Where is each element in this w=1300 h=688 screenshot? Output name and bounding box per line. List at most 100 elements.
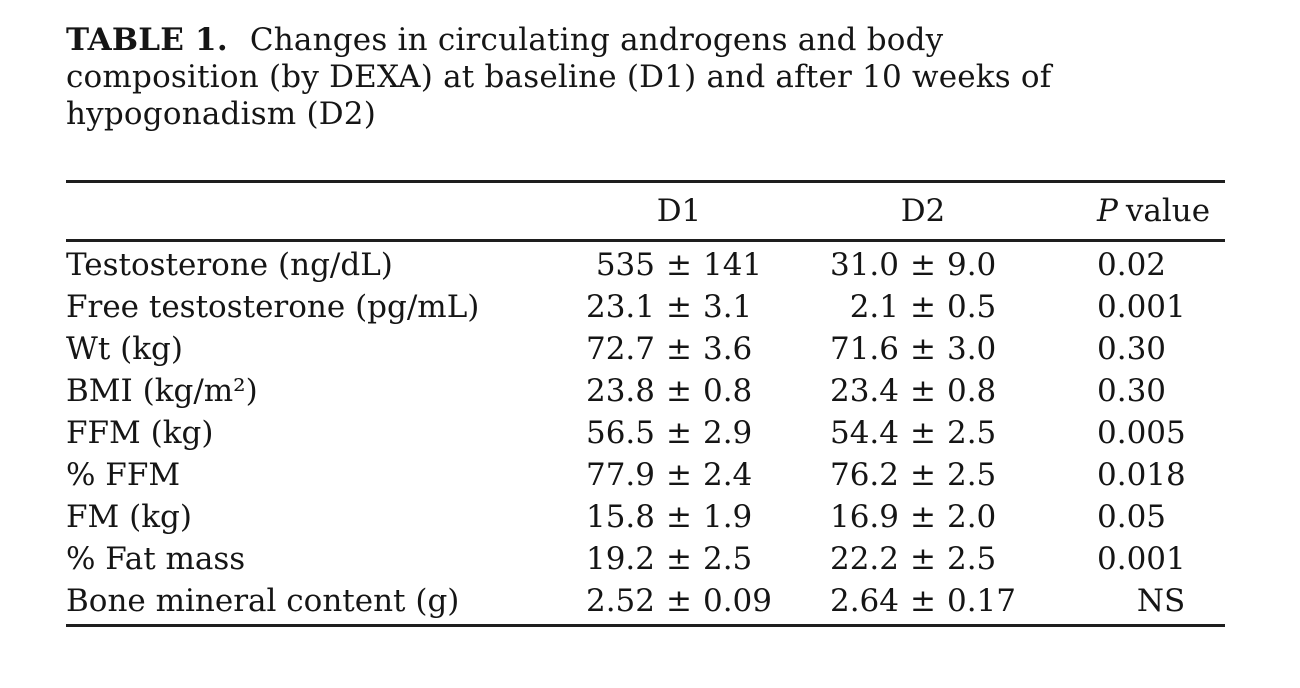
p-value-cell: 0.001: [1097, 541, 1186, 577]
plus-minus-sign: ±: [666, 499, 692, 535]
p-value-cell: NS: [1136, 583, 1186, 619]
d1-mean: 2.52: [585, 583, 655, 619]
caption-line-1: TABLE 1. Changes in circulating androgens…: [66, 22, 1225, 59]
d1-value-cell: 56.5 ± 2.9: [540, 415, 818, 451]
p-value-cell: 0.30: [1097, 331, 1167, 367]
row-label: FM (kg): [66, 499, 192, 535]
d1-mean: 23.1: [585, 289, 655, 325]
table-caption: TABLE 1. Changes in circulating androgens…: [66, 22, 1225, 133]
table-row: % FFM 77.9 ± 2.4 76.2 ± 2.5 0.018: [66, 454, 1225, 496]
p-value-cell: 0.005: [1097, 415, 1186, 451]
d2-mean: 2.64: [829, 583, 899, 619]
table-row: Wt (kg) 72.7 ± 3.6 71.6 ± 3.0 0.30: [66, 328, 1225, 370]
d2-sd: 9.0: [946, 247, 997, 283]
d1-value-cell: 2.52 ± 0.09: [540, 583, 818, 619]
d2-value-cell: 54.4 ± 2.5: [818, 415, 1028, 451]
plus-minus-sign: ±: [666, 373, 692, 409]
d1-mean: 77.9: [585, 457, 655, 493]
d2-sd: 2.5: [946, 457, 997, 493]
plus-minus-sign: ±: [666, 247, 692, 283]
pvalue-italic-p: P: [1097, 193, 1118, 229]
row-label: Testosterone (ng/dL): [66, 247, 393, 283]
d2-sd: 2.5: [946, 415, 997, 451]
table-row: Testosterone (ng/dL) 535 ± 141 31.0 ± 9.…: [66, 244, 1225, 286]
d1-mean: 72.7: [585, 331, 655, 367]
d2-sd: 0.8: [946, 373, 997, 409]
row-label: BMI (kg/m²): [66, 373, 258, 409]
d1-mean: 15.8: [585, 499, 655, 535]
table-body: Testosterone (ng/dL) 535 ± 141 31.0 ± 9.…: [66, 242, 1225, 624]
plus-minus-sign: ±: [910, 499, 936, 535]
plus-minus-sign: ±: [910, 247, 936, 283]
plus-minus-sign: ±: [666, 457, 692, 493]
plus-minus-sign: ±: [666, 541, 692, 577]
table-top-rule: [66, 180, 1225, 183]
d1-value-cell: 77.9 ± 2.4: [540, 457, 818, 493]
d1-sd: 2.9: [702, 415, 753, 451]
d1-value-cell: 535 ± 141: [540, 247, 818, 283]
d2-value-cell: 71.6 ± 3.0: [818, 331, 1028, 367]
row-label: % Fat mass: [66, 541, 246, 577]
table-header-rule: [66, 239, 1225, 242]
row-label: Wt (kg): [66, 331, 183, 367]
d2-mean: 22.2: [829, 541, 899, 577]
row-label: Bone mineral content (g): [66, 583, 460, 619]
d2-value-cell: 2.1 ± 0.5: [818, 289, 1028, 325]
table-bottom-rule: [66, 624, 1225, 627]
row-label: Free testosterone (pg/mL): [66, 289, 480, 325]
table-row: % Fat mass 19.2 ± 2.5 22.2 ± 2.5 0.001: [66, 538, 1225, 580]
p-value-cell: 0.001: [1097, 289, 1186, 325]
d1-value-cell: 23.1 ± 3.1: [540, 289, 818, 325]
d1-sd: 3.1: [702, 289, 753, 325]
d1-mean: 19.2: [585, 541, 655, 577]
d2-mean: 71.6: [829, 331, 899, 367]
plus-minus-sign: ±: [666, 415, 692, 451]
row-label: FFM (kg): [66, 415, 214, 451]
pvalue-word: value: [1125, 193, 1211, 229]
paper-table-figure: TABLE 1. Changes in circulating androgens…: [66, 0, 1225, 627]
d2-sd: 0.5: [946, 289, 997, 325]
d2-sd: 0.17: [946, 583, 1017, 619]
column-header-d2: D2: [900, 193, 946, 229]
d2-sd: 2.5: [946, 541, 997, 577]
table-row: BMI (kg/m²) 23.8 ± 0.8 23.4 ± 0.8 0.30: [66, 370, 1225, 412]
d2-value-cell: 31.0 ± 9.0: [818, 247, 1028, 283]
plus-minus-sign: ±: [666, 331, 692, 367]
caption-table-number: TABLE 1.: [66, 22, 228, 58]
d2-mean: 16.9: [829, 499, 899, 535]
plus-minus-sign: ±: [910, 373, 936, 409]
d1-value-cell: 19.2 ± 2.5: [540, 541, 818, 577]
column-header-d1: D1: [656, 193, 702, 229]
plus-minus-sign: ±: [910, 415, 936, 451]
p-value-cell: 0.05: [1097, 499, 1167, 535]
d2-mean: 54.4: [829, 415, 899, 451]
d2-mean: 31.0: [829, 247, 899, 283]
row-label: % FFM: [66, 457, 181, 493]
d2-mean: 23.4: [829, 373, 899, 409]
caption-line-3: hypogonadism (D2): [66, 96, 377, 132]
d1-mean: 535: [595, 247, 655, 283]
table-row: FM (kg) 15.8 ± 1.9 16.9 ± 2.0 0.05: [66, 496, 1225, 538]
d1-value-cell: 72.7 ± 3.6: [540, 331, 818, 367]
table-row: Bone mineral content (g) 2.52 ± 0.09 2.6…: [66, 580, 1225, 622]
d1-mean: 56.5: [585, 415, 655, 451]
d2-value-cell: 2.64 ± 0.17: [818, 583, 1028, 619]
plus-minus-sign: ±: [910, 289, 936, 325]
d1-sd: 141: [702, 247, 763, 283]
d2-mean: 76.2: [829, 457, 899, 493]
d1-sd: 1.9: [702, 499, 753, 535]
d2-value-cell: 16.9 ± 2.0: [818, 499, 1028, 535]
p-value-cell: 0.30: [1097, 373, 1167, 409]
d1-sd: 2.4: [702, 457, 753, 493]
d1-sd: 0.09: [702, 583, 773, 619]
plus-minus-sign: ±: [910, 583, 936, 619]
table-row: FFM (kg) 56.5 ± 2.9 54.4 ± 2.5 0.005: [66, 412, 1225, 454]
d2-value-cell: 23.4 ± 0.8: [818, 373, 1028, 409]
p-value-cell: 0.018: [1097, 457, 1186, 493]
d2-mean: 2.1: [849, 289, 899, 325]
d1-value-cell: 23.8 ± 0.8: [540, 373, 818, 409]
d2-sd: 3.0: [946, 331, 997, 367]
d1-sd: 0.8: [702, 373, 753, 409]
caption-line-2: composition (by DEXA) at baseline (D1) a…: [66, 59, 1052, 95]
